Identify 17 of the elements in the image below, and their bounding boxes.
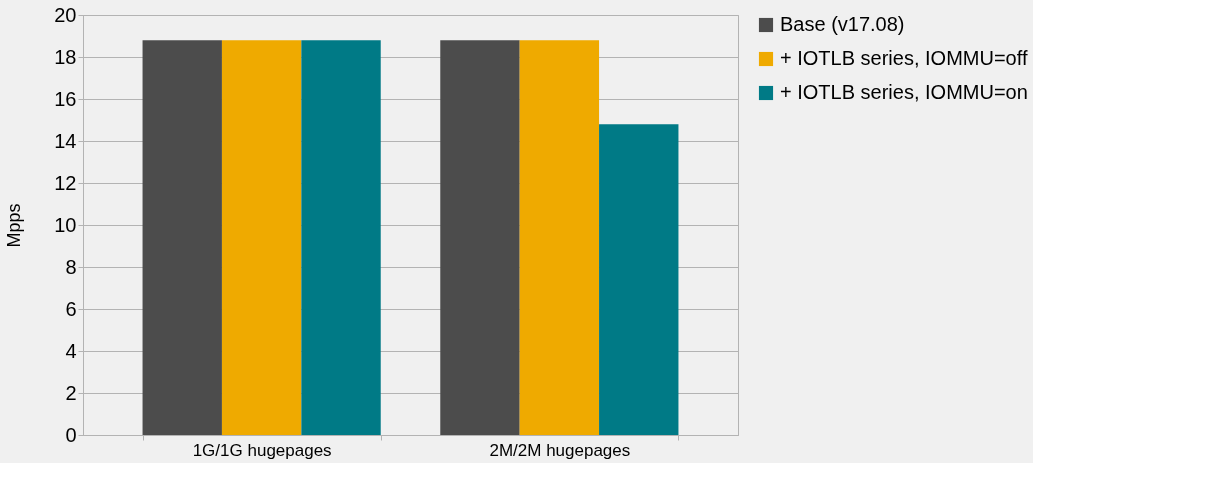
y-tick-label: 8	[65, 255, 77, 278]
x-tick-label: 1G/1G hugepages	[192, 440, 332, 460]
y-tick-label: 18	[54, 45, 77, 68]
y-tick-label: 4	[65, 339, 77, 362]
y-axis-title: Mpps	[4, 203, 25, 248]
legend-label: + IOTLB series, IOMMU=on	[780, 81, 1028, 103]
y-tick-label: 2	[65, 381, 77, 404]
y-tick-label: 6	[65, 297, 77, 320]
y-tick-label: 16	[54, 87, 77, 110]
y-tick-label: 10	[54, 213, 77, 236]
legend-label: + IOTLB series, IOMMU=off	[780, 47, 1028, 69]
y-tick-label: 12	[54, 171, 77, 194]
y-tick-label: 20	[54, 3, 77, 26]
x-tick-label: 2M/2M hugepages	[489, 440, 631, 460]
y-tick-label: 0	[65, 423, 77, 446]
legend-label: Base (v17.08)	[780, 13, 905, 35]
y-tick-label: 14	[54, 129, 77, 152]
